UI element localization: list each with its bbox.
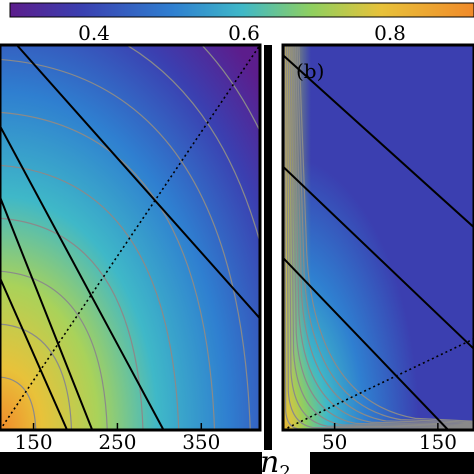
- solid-line: [16, 45, 260, 320]
- contour-line: [296, 45, 474, 423]
- solid-line: [283, 54, 474, 229]
- contour-line: [0, 58, 251, 430]
- contour-line: [287, 45, 474, 428]
- contour-line: [285, 45, 474, 429]
- panel-separator: [264, 45, 272, 450]
- dotted-line: [283, 338, 474, 430]
- contour-line: [298, 45, 474, 422]
- panel-frame-b: [281, 43, 474, 432]
- heatmap-field-a: [0, 45, 260, 430]
- panel-label-b: (b): [296, 59, 324, 83]
- x-tick-label: 250: [98, 430, 136, 454]
- x-tick-label: 150: [419, 430, 457, 454]
- x-ticks-b: 50 150: [322, 423, 457, 454]
- x-axis-label: n2: [260, 445, 291, 474]
- overlay-lines-a: [0, 45, 260, 430]
- colorbar-tick-label: 0.8: [374, 21, 406, 45]
- x-tick-label: 150: [14, 430, 52, 454]
- contour-line: [0, 270, 108, 430]
- contour-line: [292, 45, 474, 425]
- panel-a: 150 250 350: [0, 43, 262, 454]
- colorbar: 0.4 0.6 0.8: [0, 0, 474, 45]
- panel-frame-a: [0, 43, 262, 432]
- solid-line: [0, 277, 69, 430]
- contour-line: [294, 45, 474, 424]
- bottom-bar-right: [310, 452, 474, 474]
- solid-line: [0, 125, 165, 430]
- contour-line: [291, 45, 474, 426]
- contour-line: [0, 323, 73, 430]
- x-tick-label: 350: [182, 430, 220, 454]
- contour-line: [289, 45, 474, 427]
- overlay-lines-b: [283, 54, 474, 430]
- x-tick-label: 50: [322, 430, 347, 454]
- heatmap-field-b: [283, 45, 474, 430]
- solid-line: [0, 196, 94, 430]
- colorbar-tick-label: 0.6: [228, 21, 260, 45]
- colorbar-tick-label: 0.4: [78, 21, 110, 45]
- x-ticks-a: 150 250 350: [14, 423, 220, 454]
- solid-line: [283, 165, 474, 350]
- solid-line: [283, 257, 449, 430]
- bottom-bar-left: [0, 452, 262, 474]
- panel-b: (b) 50 150: [281, 43, 474, 454]
- contour-lines-b: [284, 45, 474, 430]
